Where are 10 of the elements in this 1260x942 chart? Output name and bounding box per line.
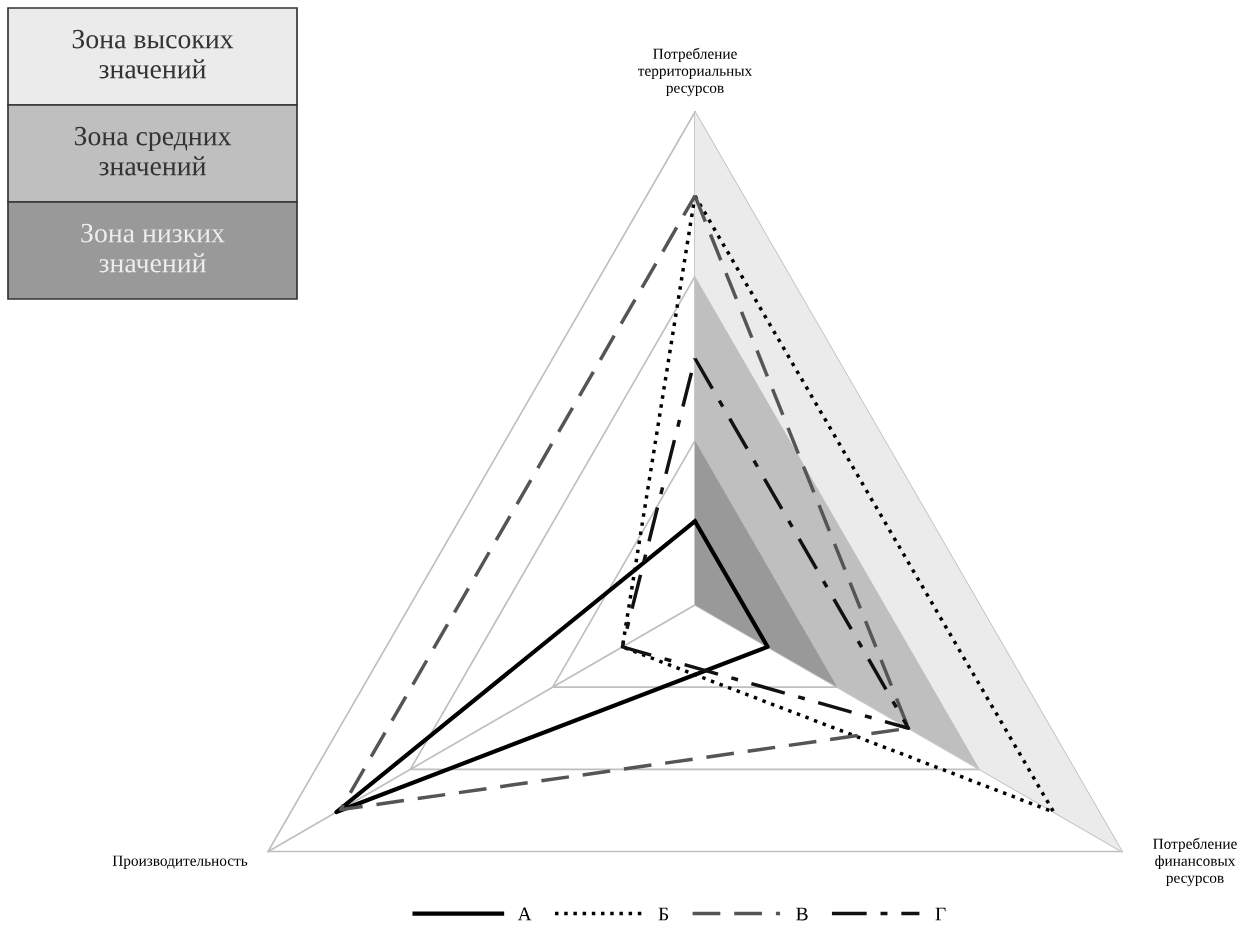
text: Зона высоких значений [72, 29, 234, 79]
spoke-label: Производительность [112, 855, 248, 869]
spoke-label: Потребление финансовых ресурсов [1153, 837, 1237, 887]
legend-label: А [517, 907, 532, 921]
legend-label: Г [935, 907, 946, 921]
text: Зона средних значений [74, 126, 232, 176]
legend-label: Б [658, 907, 669, 921]
legend-label: В [796, 907, 808, 921]
spoke-label: Потребление территориальных ресурсов [638, 47, 753, 97]
text: Зона низких значений [81, 223, 225, 273]
